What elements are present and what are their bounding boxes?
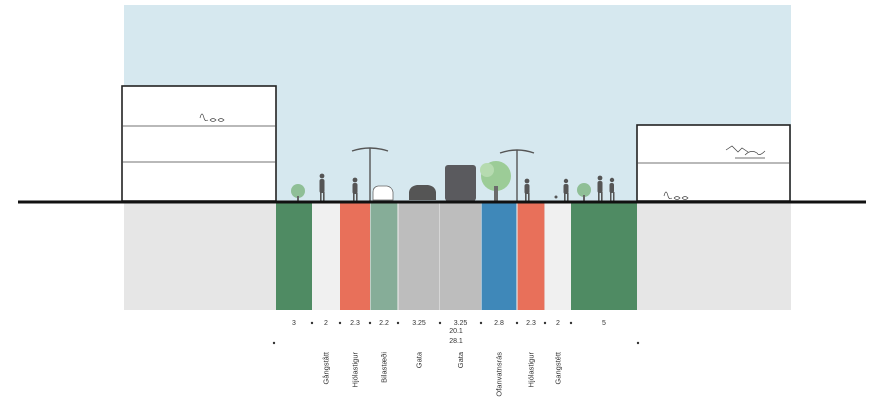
section-bands	[276, 203, 637, 310]
width-label: 2.2	[379, 320, 389, 327]
width-label: 2.3	[526, 320, 536, 327]
width-label: 3.25	[454, 320, 468, 327]
street-lamp-icon	[351, 147, 535, 201]
dimension-dot	[543, 321, 547, 325]
width-label: 3.25	[412, 320, 426, 327]
segment-name-label: Hjólastigur	[527, 352, 536, 388]
width-label: 2.3	[350, 320, 360, 327]
car-icon	[372, 185, 394, 201]
band-stormwater	[481, 203, 517, 310]
band-sidewalk	[545, 203, 571, 310]
pedestrian-icon	[319, 173, 325, 201]
segment-name-label: Bilastæði	[380, 352, 389, 383]
segment-name-label: Gata	[456, 351, 465, 368]
dimension-dot	[515, 321, 519, 325]
segment-name-label: Hjölastigur	[351, 352, 360, 388]
subtotal-dimension: 20.1	[449, 328, 463, 335]
band-sidewalk	[312, 203, 340, 310]
segment-name-label: Gangstétt	[554, 351, 563, 384]
tree-icon	[577, 183, 591, 201]
total-dimension: 28.1	[449, 338, 463, 345]
dimension-dot	[272, 341, 276, 345]
segment-name-label: Gångstått	[322, 351, 331, 384]
dimension-labels: 3 2 2.3 2.2 3.25 3.25 2.8 2.3 2 5	[292, 320, 606, 327]
pedestrian-icon	[597, 175, 603, 201]
pedestrian-icon	[352, 177, 358, 201]
bus-icon	[445, 165, 476, 201]
pedestrian-icon	[609, 177, 615, 201]
dimension-dot	[368, 321, 372, 325]
band-bike	[340, 203, 370, 310]
dimension-dot	[479, 321, 483, 325]
band-street	[440, 203, 481, 310]
dimension-dot	[636, 341, 640, 345]
segment-name-label: Ofanvatnsrás	[495, 352, 504, 397]
dimension-dot	[569, 321, 573, 325]
band-green	[571, 203, 637, 310]
width-label: 2	[556, 320, 560, 327]
street-features	[291, 147, 615, 201]
tree-icon	[480, 161, 511, 201]
dimension-dot	[396, 321, 400, 325]
pedestrian-icon	[563, 178, 569, 201]
band-street	[398, 203, 440, 310]
band-parking	[370, 203, 398, 310]
tree-icon	[291, 184, 305, 201]
dimension-dot	[438, 321, 442, 325]
width-label: 2	[324, 320, 328, 327]
band-green	[276, 203, 312, 310]
building-left-icon	[121, 85, 277, 202]
segment-name-label: Gata	[415, 351, 424, 368]
width-label: 3	[292, 320, 296, 327]
dimension-dot	[310, 321, 314, 325]
dimension-dot	[338, 321, 342, 325]
segment-labels: Gångstått Hjölastigur Bilastæði Gata Gata Ofa…	[322, 351, 563, 397]
width-label: 5	[602, 320, 606, 327]
band-bike	[517, 203, 545, 310]
building-right-icon	[636, 124, 791, 202]
width-label: 2.8	[494, 320, 504, 327]
car-icon	[409, 185, 436, 200]
pedestrian-icon	[524, 178, 530, 201]
